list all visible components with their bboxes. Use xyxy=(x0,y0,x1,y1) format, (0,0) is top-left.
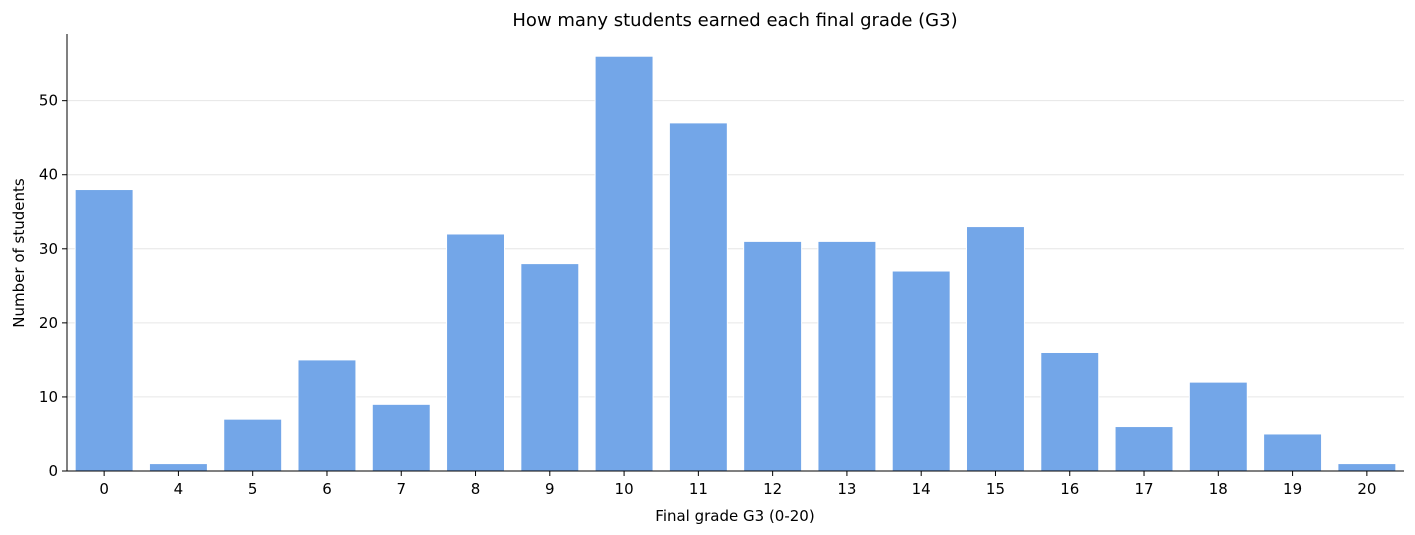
y-tick-label: 30 xyxy=(39,240,58,258)
bar-grade-19 xyxy=(1263,433,1323,472)
bar-grade-0 xyxy=(74,189,134,472)
x-tick-label: 10 xyxy=(615,480,634,498)
bar-grade-14 xyxy=(891,270,951,472)
x-tick-label: 15 xyxy=(986,480,1005,498)
x-tick-label: 12 xyxy=(763,480,782,498)
x-tick-label: 9 xyxy=(545,480,555,498)
bar-grade-11 xyxy=(668,122,728,472)
y-tick-label: 20 xyxy=(39,314,58,332)
x-tick-label: 20 xyxy=(1357,480,1376,498)
bar-grade-5 xyxy=(223,418,283,472)
x-tick-label: 8 xyxy=(471,480,481,498)
bar-grade-13 xyxy=(817,240,877,472)
x-tick-label: 11 xyxy=(689,480,708,498)
bar-grade-4 xyxy=(148,463,208,472)
x-tick-label: 0 xyxy=(99,480,109,498)
gridlines xyxy=(67,100,1404,398)
x-tick-label: 19 xyxy=(1283,480,1302,498)
bars xyxy=(74,55,1397,472)
bar-grade-8 xyxy=(446,233,505,472)
x-tick-label: 7 xyxy=(396,480,406,498)
bar-grade-16 xyxy=(1040,351,1100,472)
bar-grade-10 xyxy=(594,55,654,472)
bar-grade-18 xyxy=(1188,381,1248,472)
y-tick-label: 40 xyxy=(39,166,58,184)
chart-title: How many students earned each final grad… xyxy=(512,10,957,31)
bar-grade-9 xyxy=(520,263,580,472)
x-tick-label: 4 xyxy=(174,480,184,498)
x-tick-label: 5 xyxy=(248,480,258,498)
y-axis-label: Number of students xyxy=(10,178,28,328)
x-tick-label: 17 xyxy=(1134,480,1153,498)
x-ticks: 0 4 5 6 7 8 9 10 11 12 13 14 15 16 17 18 19 20 xyxy=(99,471,1376,498)
x-tick-label: 14 xyxy=(912,480,931,498)
bar-grade-7 xyxy=(371,403,431,472)
y-tick-label: 0 xyxy=(48,462,58,480)
y-tick-label: 10 xyxy=(39,388,58,406)
bar-grade-12 xyxy=(743,240,803,472)
x-tick-label: 18 xyxy=(1209,480,1228,498)
bar-grade-6 xyxy=(297,359,357,472)
bar-grade-20 xyxy=(1337,463,1397,472)
x-tick-label: 16 xyxy=(1060,480,1079,498)
x-tick-label: 6 xyxy=(322,480,332,498)
x-axis-label: Final grade G3 (0-20) xyxy=(655,507,814,525)
bar-grade-17 xyxy=(1114,426,1174,472)
y-tick-label: 50 xyxy=(39,92,58,110)
bar-grade-15 xyxy=(966,226,1025,472)
y-ticks: 0 10 20 30 40 50 xyxy=(39,92,67,480)
x-tick-label: 13 xyxy=(837,480,856,498)
